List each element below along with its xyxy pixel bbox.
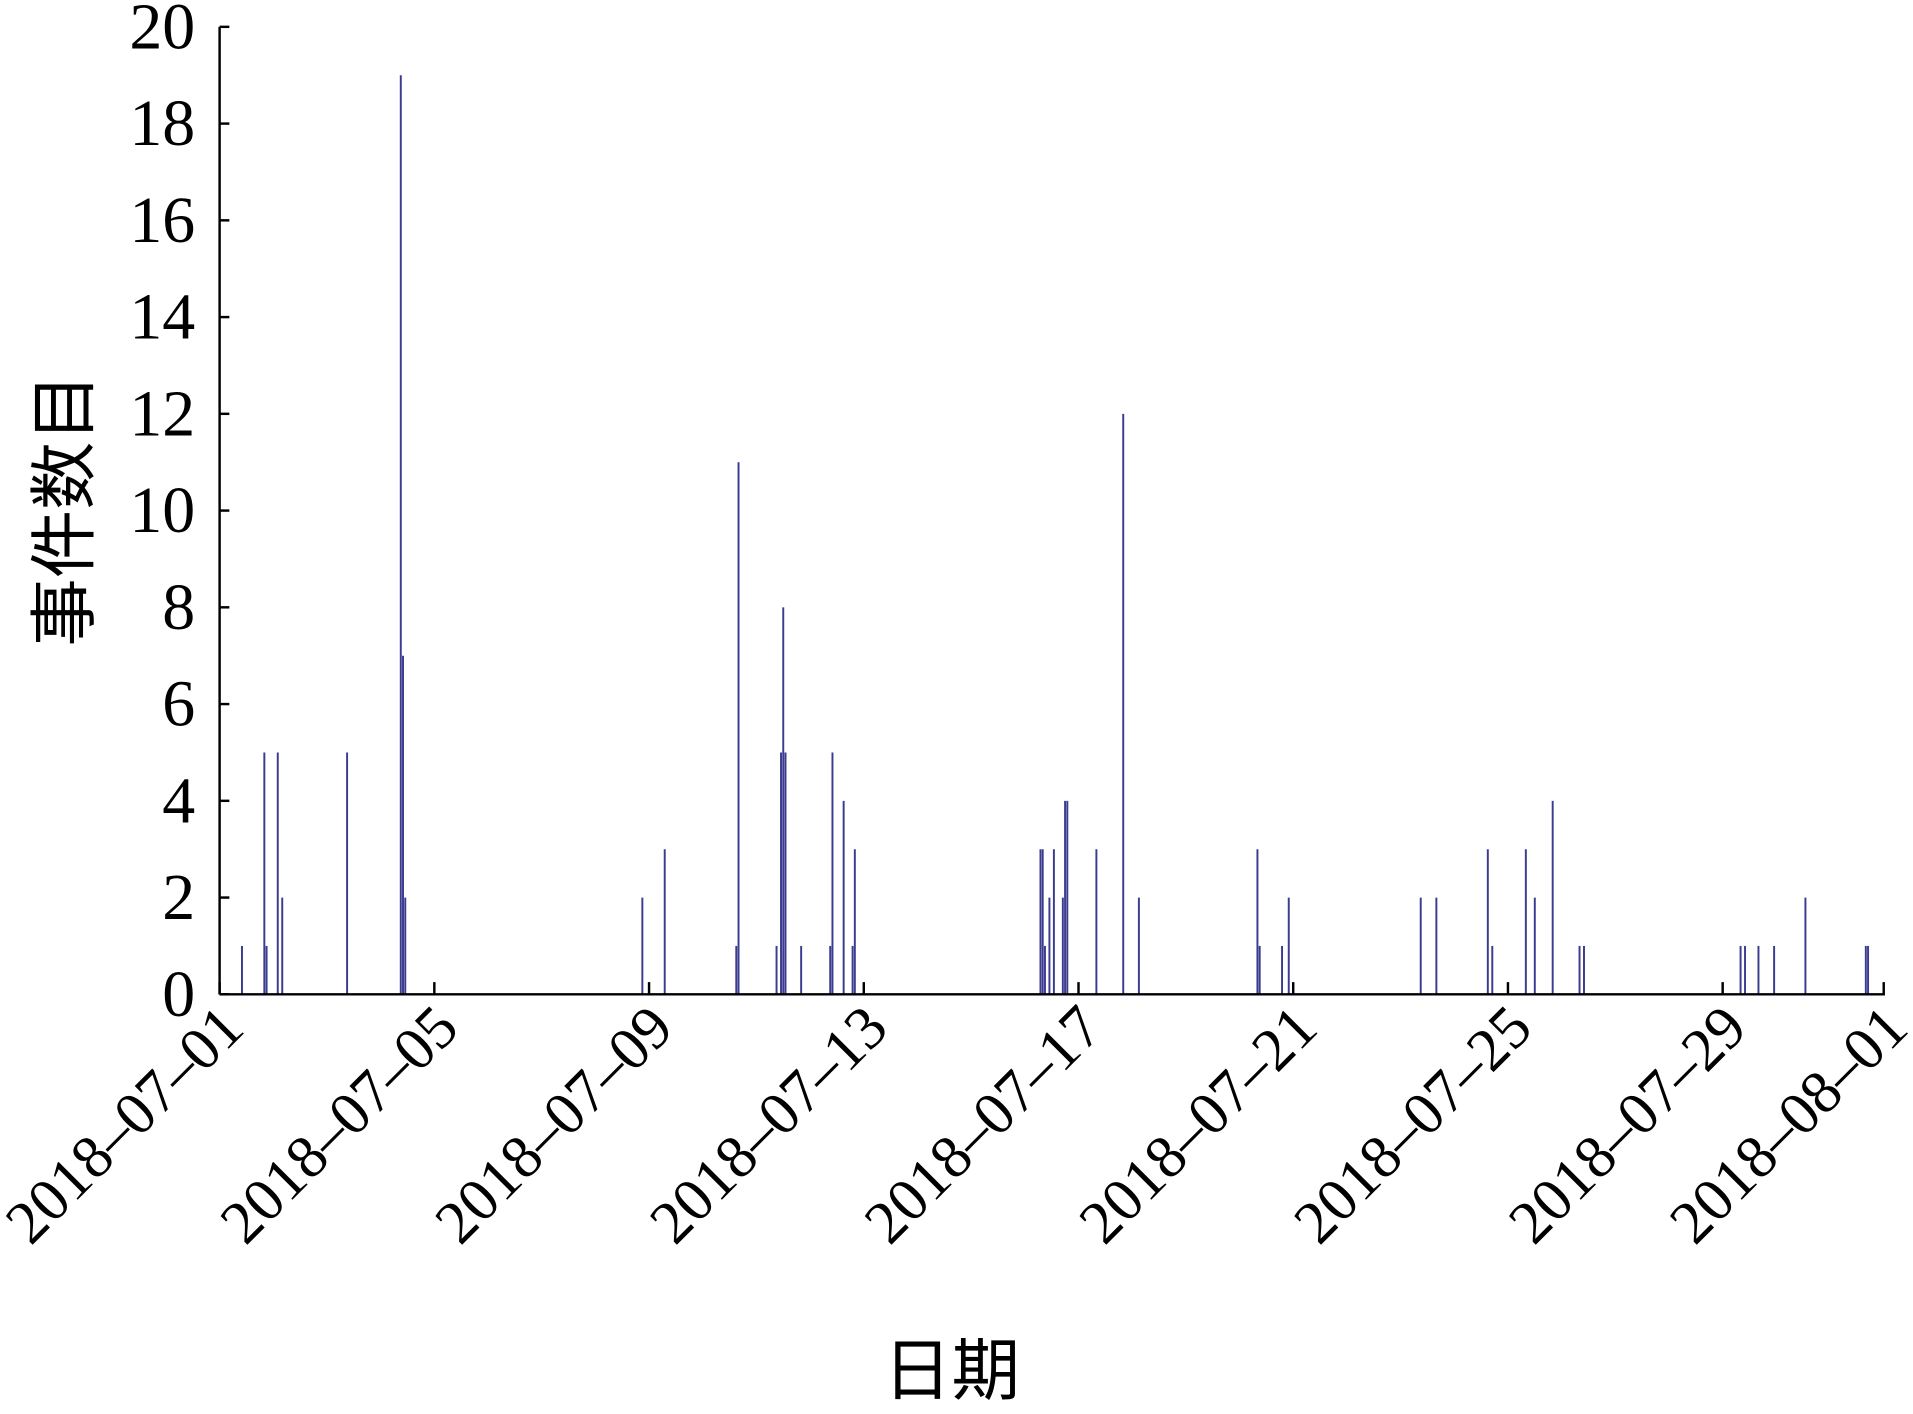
y-tick-label: 16 [129,184,195,257]
y-axis-ticks: 0 2 4 6 8 10 12 14 16 18 20 [129,0,230,1031]
y-tick-label: 8 [162,571,195,644]
y-tick-label: 4 [162,764,195,837]
y-tick-label: 14 [129,281,195,354]
x-axis-ticks: 2018–07–012018–07–052018–07–092018–07–13… [0,982,1913,1256]
bars-group [241,75,1870,995]
y-tick-label: 10 [129,474,195,547]
y-tick-label: 0 [162,958,195,1031]
x-axis-label: 日期 [883,1333,1020,1409]
y-tick-label: 6 [162,668,195,741]
y-tick-label: 2 [162,861,195,934]
y-tick-label: 12 [129,377,195,450]
y-tick-label: 18 [129,87,195,160]
y-tick-label: 20 [129,0,195,63]
y-axis-label: 事件数目 [27,373,103,646]
